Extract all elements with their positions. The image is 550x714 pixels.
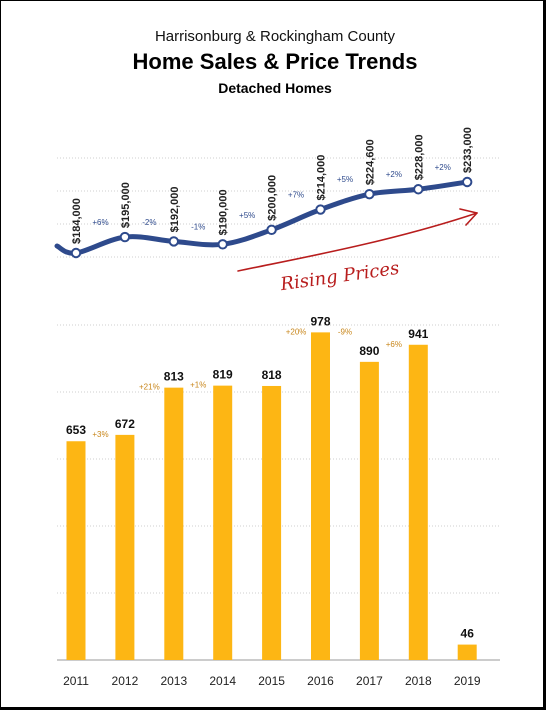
- sales-change-label: +3%: [92, 430, 108, 439]
- price-point: [119, 231, 131, 243]
- arrow-shaft: [237, 212, 478, 272]
- sales-value-label: 672: [115, 417, 135, 431]
- rising-prices-annotation: Rising Prices: [278, 258, 400, 296]
- sales-bar: [457, 644, 477, 660]
- sales-value-label: 818: [262, 368, 282, 382]
- chart-subtitle: Detached Homes: [218, 80, 332, 96]
- price-point: [413, 184, 424, 195]
- year-tick-label: 2012: [112, 674, 139, 688]
- price-value-label: $224,600: [364, 139, 376, 185]
- price-value-label: $228,000: [413, 134, 425, 180]
- sales-value-label: 978: [310, 314, 330, 328]
- sales-change-label: -9%: [338, 327, 352, 336]
- price-point: [168, 236, 180, 247]
- sales-bars: 653 2011 672 2012 813 2013 819 2014 818 2015 978 20…: [57, 314, 500, 688]
- price-change-label: -1%: [191, 222, 205, 231]
- price-line: [54, 179, 470, 256]
- price-point: [462, 176, 473, 188]
- price-change-label: -2%: [142, 218, 156, 227]
- price-value-label: $184,000: [71, 198, 83, 244]
- arrow-head: [459, 208, 478, 226]
- price-value-label: $195,000: [120, 182, 132, 228]
- price-change-label: +2%: [435, 163, 451, 172]
- sales-change-label: +1%: [190, 381, 206, 390]
- year-tick-label: 2016: [307, 674, 334, 688]
- sales-bar: [262, 385, 282, 660]
- sales-value-label: 813: [164, 370, 184, 384]
- price-value-label: $214,000: [316, 155, 328, 201]
- year-tick-label: 2018: [405, 674, 432, 688]
- price-point: [364, 188, 375, 200]
- sales-bar: [164, 387, 184, 660]
- price-point: [70, 247, 82, 259]
- sales-value-label: 941: [408, 327, 428, 341]
- price-line-layer: $184,000 $195,000 $192,000 $190,000 $200,000…: [54, 127, 474, 259]
- sales-value-label: 890: [359, 344, 379, 358]
- price-point: [315, 204, 326, 215]
- price-value-label: $192,000: [169, 187, 181, 233]
- chart-title: Home Sales & Price Trends: [132, 49, 418, 74]
- year-tick-label: 2014: [209, 674, 236, 688]
- sales-change-label: +20%: [286, 327, 307, 336]
- sales-bar: [66, 441, 86, 660]
- sales-value-label: 819: [213, 368, 233, 382]
- year-tick-label: 2015: [258, 674, 285, 688]
- sales-bar: [311, 332, 330, 660]
- price-point: [266, 224, 277, 236]
- rising-arrow: Rising Prices: [237, 208, 478, 296]
- sales-bar: [408, 344, 428, 660]
- sales-value-label: 653: [66, 423, 86, 437]
- sales-bar: [213, 385, 233, 660]
- sales-bar: [359, 361, 379, 660]
- price-value-label: $190,000: [218, 189, 230, 235]
- price-value-label: $200,000: [267, 175, 279, 221]
- price-change-label: +7%: [288, 191, 304, 200]
- price-value-label: $233,000: [462, 127, 474, 173]
- year-tick-label: 2019: [454, 674, 481, 688]
- year-tick-label: 2017: [356, 674, 383, 688]
- price-point: [217, 239, 228, 250]
- sales-change-label: +21%: [139, 383, 160, 392]
- price-change-label: +5%: [337, 175, 353, 184]
- sales-bar: [115, 434, 135, 660]
- price-change-label: +2%: [386, 170, 402, 179]
- year-tick-label: 2011: [63, 674, 89, 688]
- sales-change-label: +6%: [386, 340, 402, 349]
- year-tick-label: 2013: [160, 674, 187, 688]
- price-change-label: +5%: [239, 211, 255, 220]
- price-change-label: +6%: [92, 218, 108, 227]
- sales-value-label: 46: [461, 627, 475, 641]
- chart-location: Harrisonburg & Rockingham County: [154, 28, 396, 45]
